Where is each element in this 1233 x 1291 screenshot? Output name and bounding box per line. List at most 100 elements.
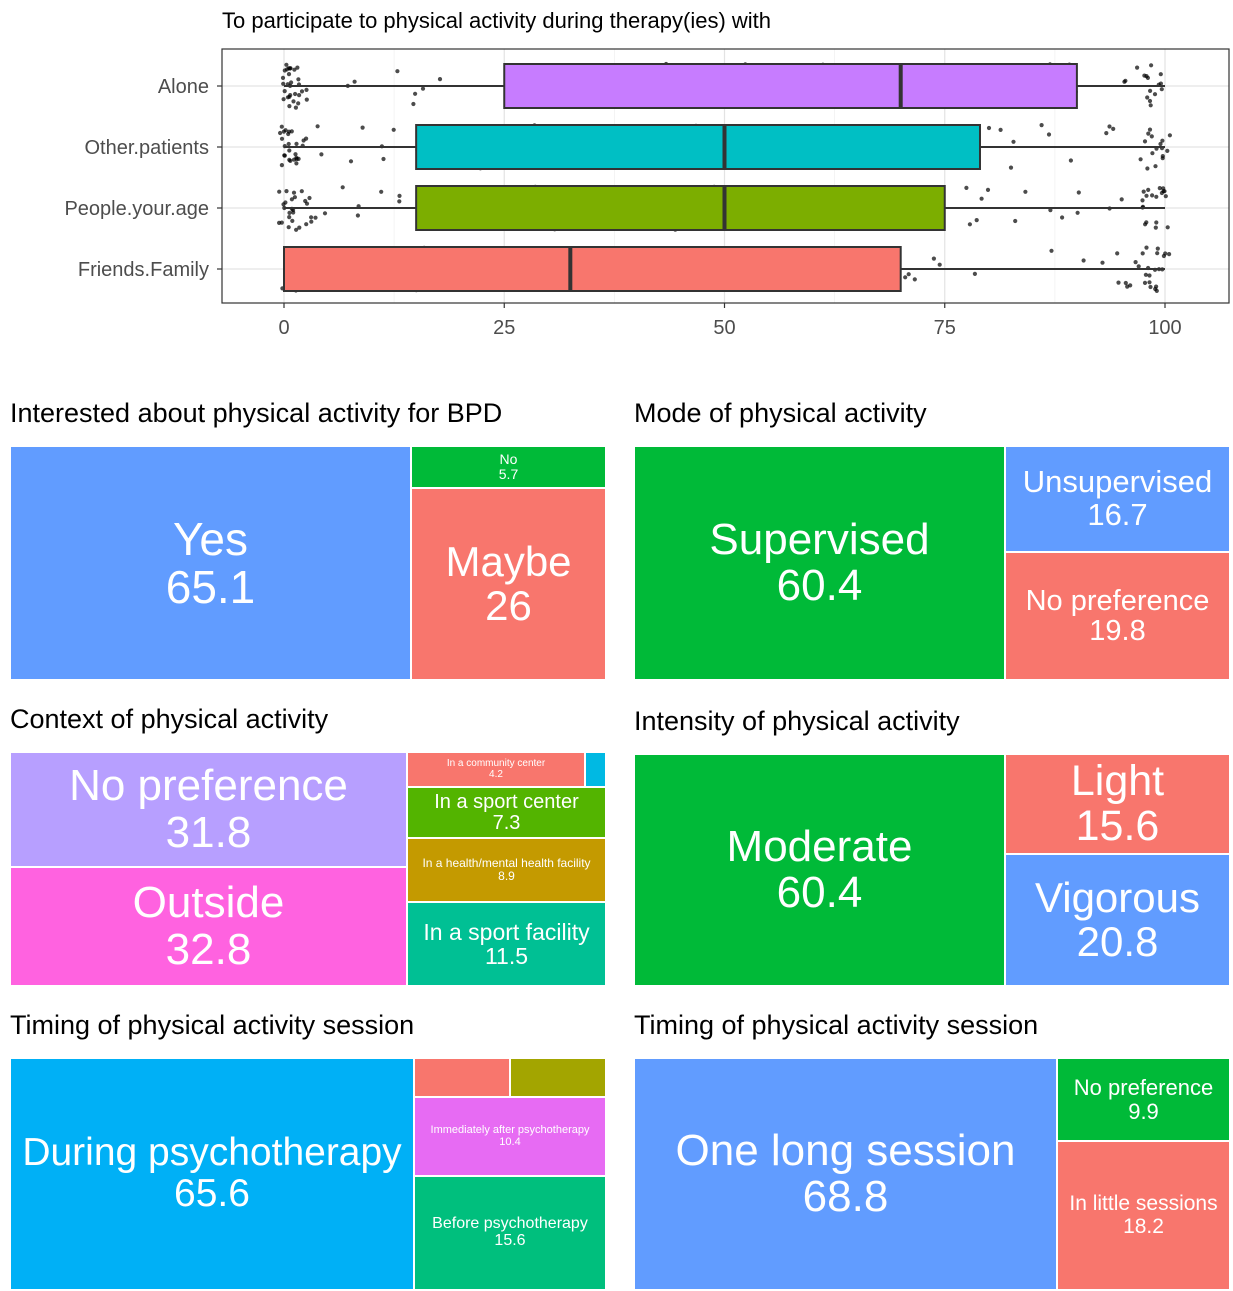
jitter-point — [288, 66, 293, 71]
treemap-4: Moderate 60.4 Light 15.6 Vigorous 20.8 — [634, 754, 1230, 986]
cell-label: Yes — [172, 512, 249, 565]
jitter-point — [1104, 131, 1109, 136]
jitter-point — [1142, 139, 1148, 144]
jitter-point — [279, 124, 284, 129]
boxplot-boxes — [283, 63, 1165, 292]
treemap-5-cell-unlabeled-a — [414, 1058, 510, 1097]
jitter-point — [437, 77, 443, 82]
cell-value: 15.6 — [494, 1232, 526, 1249]
boxplot-title: To participate to physical activity duri… — [222, 8, 771, 33]
jitter-point — [1116, 280, 1121, 285]
jitter-point — [1100, 260, 1105, 265]
jitter-point — [304, 222, 309, 227]
jitter-point — [294, 156, 299, 162]
jitter-point — [299, 89, 305, 94]
jitter-point — [1155, 246, 1160, 251]
jitter-point — [291, 99, 296, 104]
jitter-point — [397, 193, 402, 198]
jitter-point — [1138, 157, 1143, 162]
jitter-point — [1046, 132, 1052, 137]
jitter-point — [1158, 141, 1163, 147]
cell-label: No preference — [1025, 584, 1210, 617]
treemap-5-cell-unlabeled-b — [510, 1058, 606, 1097]
y-tick-label: Other.patients — [84, 137, 209, 159]
jitter-point — [413, 91, 418, 96]
jitter-point — [1148, 284, 1153, 290]
jitter-point — [287, 215, 292, 220]
cell-label: In a health/mental health facility — [422, 856, 591, 871]
jitter-point — [1122, 79, 1127, 84]
jitter-point — [309, 219, 314, 224]
jitter-point — [282, 68, 287, 73]
jitter-point — [912, 277, 917, 282]
jitter-point — [1158, 72, 1163, 77]
treemap-3-cell-outside: Outside 32.8 — [10, 867, 407, 986]
treemap-1-cell-no: No 5.7 — [411, 446, 606, 488]
treemap-2: Supervised 60.4 Unsupervised 16.7 No pre… — [634, 446, 1230, 680]
jitter-point — [1144, 193, 1149, 198]
cell-label: In little sessions — [1069, 1192, 1218, 1216]
cell-value: 18.2 — [1123, 1214, 1164, 1238]
cell-value: 5.7 — [498, 466, 519, 482]
y-tick-label: Friends.Family — [78, 259, 209, 281]
jitter-point — [1140, 198, 1145, 203]
jitter-point — [1133, 260, 1138, 265]
jitter-point — [974, 218, 979, 223]
jitter-point — [391, 127, 396, 132]
jitter-point — [1154, 220, 1159, 225]
jitter-point — [352, 79, 357, 84]
treemap-2-cell-no-preference: No preference 19.8 — [1005, 552, 1230, 680]
treemap-5-cell-during: During psychotherapy 65.6 — [10, 1058, 414, 1290]
jitter-point — [397, 199, 402, 204]
treemap-2-cell-unsupervised: Unsupervised 16.7 — [1005, 446, 1230, 552]
jitter-point — [1081, 258, 1086, 263]
cell-label: Before psychotherapy — [432, 1215, 588, 1233]
cell-value: 16.7 — [1087, 497, 1148, 532]
jitter-point — [381, 156, 386, 162]
jitter-point — [1049, 248, 1054, 253]
treemap-3: No preference 31.8 Outside 32.8 In a com… — [10, 752, 606, 986]
jitter-point — [291, 190, 297, 195]
jitter-point — [906, 272, 911, 277]
treemap-5-cell-before: Before psychotherapy 15.6 — [414, 1176, 606, 1290]
jitter-point — [283, 200, 288, 205]
jitter-point — [284, 189, 289, 194]
jitter-point — [1154, 284, 1159, 289]
jitter-point — [1135, 65, 1140, 70]
jitter-point — [295, 65, 300, 70]
jitter-point — [297, 225, 302, 230]
jitter-point — [294, 141, 299, 146]
cell-label: No — [499, 451, 518, 468]
jitter-point — [1157, 186, 1162, 191]
treemap-1-cell-yes: Yes 65.1 — [10, 446, 411, 680]
jitter-point — [322, 211, 328, 216]
jitter-point — [1145, 166, 1150, 171]
jitter-point — [379, 189, 384, 194]
jitter-point — [1145, 95, 1150, 100]
jitter-point — [284, 62, 289, 67]
cell-label: No preference — [69, 761, 348, 811]
jitter-point — [360, 125, 365, 130]
jitter-point — [304, 136, 309, 141]
treemap-3-cell-no-preference: No preference 31.8 — [10, 752, 407, 867]
jitter-point — [293, 152, 298, 157]
jitter-point — [1111, 126, 1116, 131]
cell-label: In a sport facility — [423, 918, 590, 945]
x-tick-label: 0 — [278, 317, 289, 339]
jitter-point — [296, 77, 301, 82]
cell-value: 65.6 — [174, 1172, 250, 1215]
jitter-point — [297, 93, 302, 98]
jitter-point — [309, 215, 314, 220]
jitter-point — [420, 86, 426, 91]
jitter-point — [1119, 197, 1124, 202]
jitter-point — [292, 67, 297, 72]
box-People.your.age — [415, 185, 946, 231]
x-tick-label: 50 — [713, 317, 735, 339]
jitter-point — [1153, 164, 1158, 169]
boxplot-chart: To participate to physical activity duri… — [64, 8, 1230, 339]
cell-value: 32.8 — [165, 924, 252, 974]
treemap-6-cell-one-long-session: One long session 68.8 — [634, 1058, 1057, 1290]
treemap-3-cell-sport-center: In a sport center 7.3 — [407, 787, 606, 838]
jitter-point — [315, 124, 320, 129]
jitter-point — [1048, 208, 1053, 213]
